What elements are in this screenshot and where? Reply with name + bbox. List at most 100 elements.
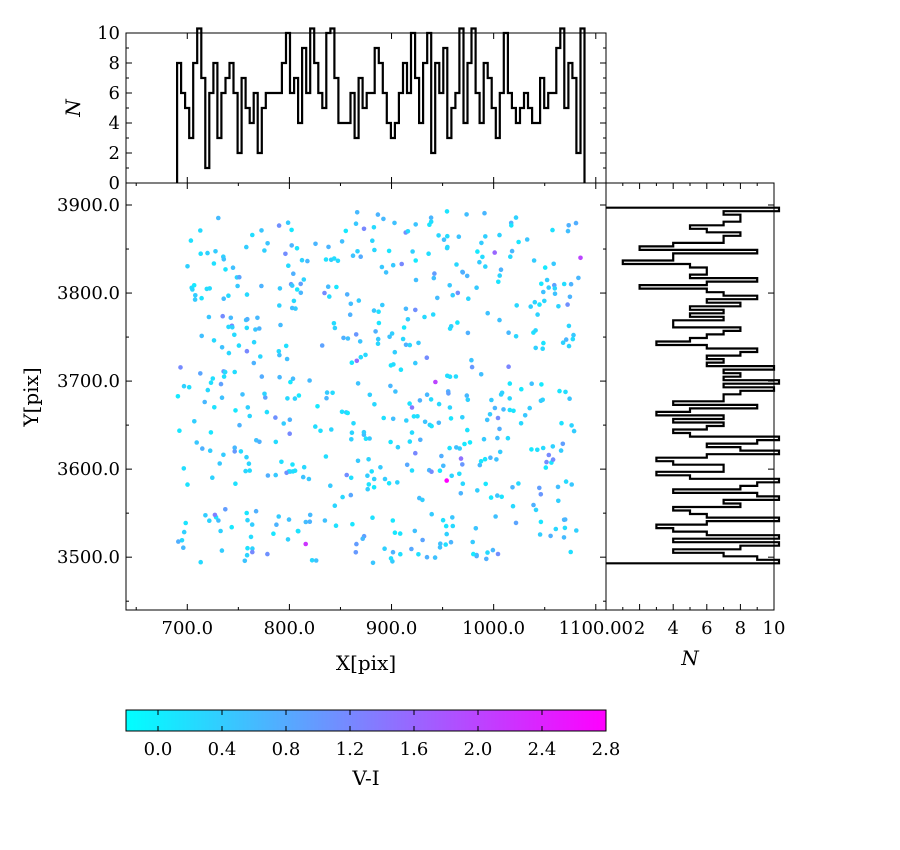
scatter-ticks: 700.0 800.0 900.0 1000.0 1100.00 3500.0 3600.0… xyxy=(57,183,633,639)
scatter-point xyxy=(538,398,544,404)
scatter-point xyxy=(383,270,389,275)
scatter-point xyxy=(361,429,367,435)
scatter-point xyxy=(432,555,438,560)
scatter-point xyxy=(462,441,467,447)
scatter-point xyxy=(258,354,263,359)
scatter-point xyxy=(340,494,345,500)
scatter-point xyxy=(510,503,516,509)
scatter-point xyxy=(219,395,225,401)
scatter-point xyxy=(286,517,292,522)
scatter-point xyxy=(313,241,318,247)
colorbar-ticks: 0.0 0.4 0.8 1.2 1.6 2.0 2.4 2.8 xyxy=(144,710,620,760)
scatter-point xyxy=(211,261,217,266)
top-hist-tick-label: 2 xyxy=(109,143,120,164)
scatter-point xyxy=(487,412,493,417)
scatter-point xyxy=(507,396,512,401)
scatter-point xyxy=(226,324,231,330)
scatter-point xyxy=(344,292,350,297)
scatter-point xyxy=(413,277,419,283)
scatter-point xyxy=(424,554,430,560)
scatter-point xyxy=(349,360,355,366)
scatter-point xyxy=(429,511,435,517)
scatter-point xyxy=(222,369,228,375)
scatter-point xyxy=(429,423,434,429)
scatter-point xyxy=(556,304,561,309)
scatter-point xyxy=(263,395,268,400)
scatter-point xyxy=(322,518,328,523)
scatter-point xyxy=(407,439,413,444)
scatter-point xyxy=(229,524,234,530)
scatter-point xyxy=(458,491,464,496)
scatter-point xyxy=(444,478,450,483)
scatter-point xyxy=(210,475,215,481)
scatter-point xyxy=(232,369,237,375)
scatter-point xyxy=(465,397,471,403)
scatter-point xyxy=(175,394,181,399)
scatter-point xyxy=(249,522,255,527)
scatter-point xyxy=(409,468,415,473)
scatter-point xyxy=(571,332,576,338)
scatter-point xyxy=(367,436,372,441)
scatter-point xyxy=(191,283,197,288)
scatter-point xyxy=(181,466,187,471)
scatter-point xyxy=(186,384,192,390)
scatter-point xyxy=(428,215,434,220)
scatter-point xyxy=(464,212,469,217)
scatter-point xyxy=(447,374,453,380)
scatter-point xyxy=(417,398,423,403)
scatter-point xyxy=(485,310,491,316)
scatter-point xyxy=(416,340,421,346)
scatter-point xyxy=(524,237,530,242)
y-tick-label: 3800.0 xyxy=(57,283,120,304)
scatter-point xyxy=(198,371,203,376)
scatter-point xyxy=(571,428,577,434)
scatter-point xyxy=(473,526,479,531)
x-tick-label: 1000.0 xyxy=(462,618,525,639)
scatter-point xyxy=(232,445,237,451)
scatter-point xyxy=(221,257,227,262)
scatter-point xyxy=(537,302,542,307)
scatter-point xyxy=(381,216,386,222)
scatter-point xyxy=(542,298,547,304)
scatter-point xyxy=(298,290,304,296)
colorbar-tick-label: 2.0 xyxy=(464,739,493,760)
scatter-point xyxy=(232,332,237,338)
scatter-point xyxy=(325,284,331,290)
scatter-point xyxy=(567,294,573,300)
scatter-point xyxy=(194,440,199,445)
scatter-point xyxy=(322,290,327,296)
scatter-point xyxy=(339,409,345,415)
scatter-point xyxy=(474,285,479,291)
scatter-point xyxy=(265,241,270,246)
scatter-point xyxy=(447,326,453,331)
scatter-point xyxy=(465,427,470,433)
scatter-point xyxy=(286,263,291,269)
scatter-point xyxy=(279,459,284,465)
colorbar: 0.0 0.4 0.8 1.2 1.6 2.0 2.4 2.8 V-I xyxy=(125,709,620,790)
scatter-point xyxy=(307,378,312,383)
x-tick-label: 1100.00 xyxy=(559,618,633,639)
scatter-point xyxy=(358,254,364,259)
scatter-point xyxy=(432,271,437,276)
scatter-point xyxy=(497,449,503,455)
scatter-point xyxy=(303,519,309,525)
scatter-point xyxy=(367,392,373,398)
scatter-point xyxy=(251,339,257,345)
colorbar-tick-label: 0.4 xyxy=(208,739,237,760)
scatter-point xyxy=(412,528,418,534)
colorbar-tick-label: 0.8 xyxy=(272,739,301,760)
scatter-point xyxy=(347,312,353,318)
scatter-point xyxy=(533,328,538,333)
scatter-point xyxy=(516,239,521,245)
scatter-point xyxy=(223,267,228,272)
scatter-point xyxy=(403,306,409,312)
scatter-point xyxy=(348,301,354,307)
scatter-point xyxy=(555,484,561,490)
scatter-point xyxy=(424,392,430,398)
scatter-point xyxy=(437,468,443,474)
scatter-point xyxy=(513,520,519,526)
scatter-point xyxy=(450,292,456,298)
scatter-point xyxy=(220,313,225,319)
scatter-point xyxy=(216,215,221,221)
scatter-point xyxy=(538,492,544,497)
